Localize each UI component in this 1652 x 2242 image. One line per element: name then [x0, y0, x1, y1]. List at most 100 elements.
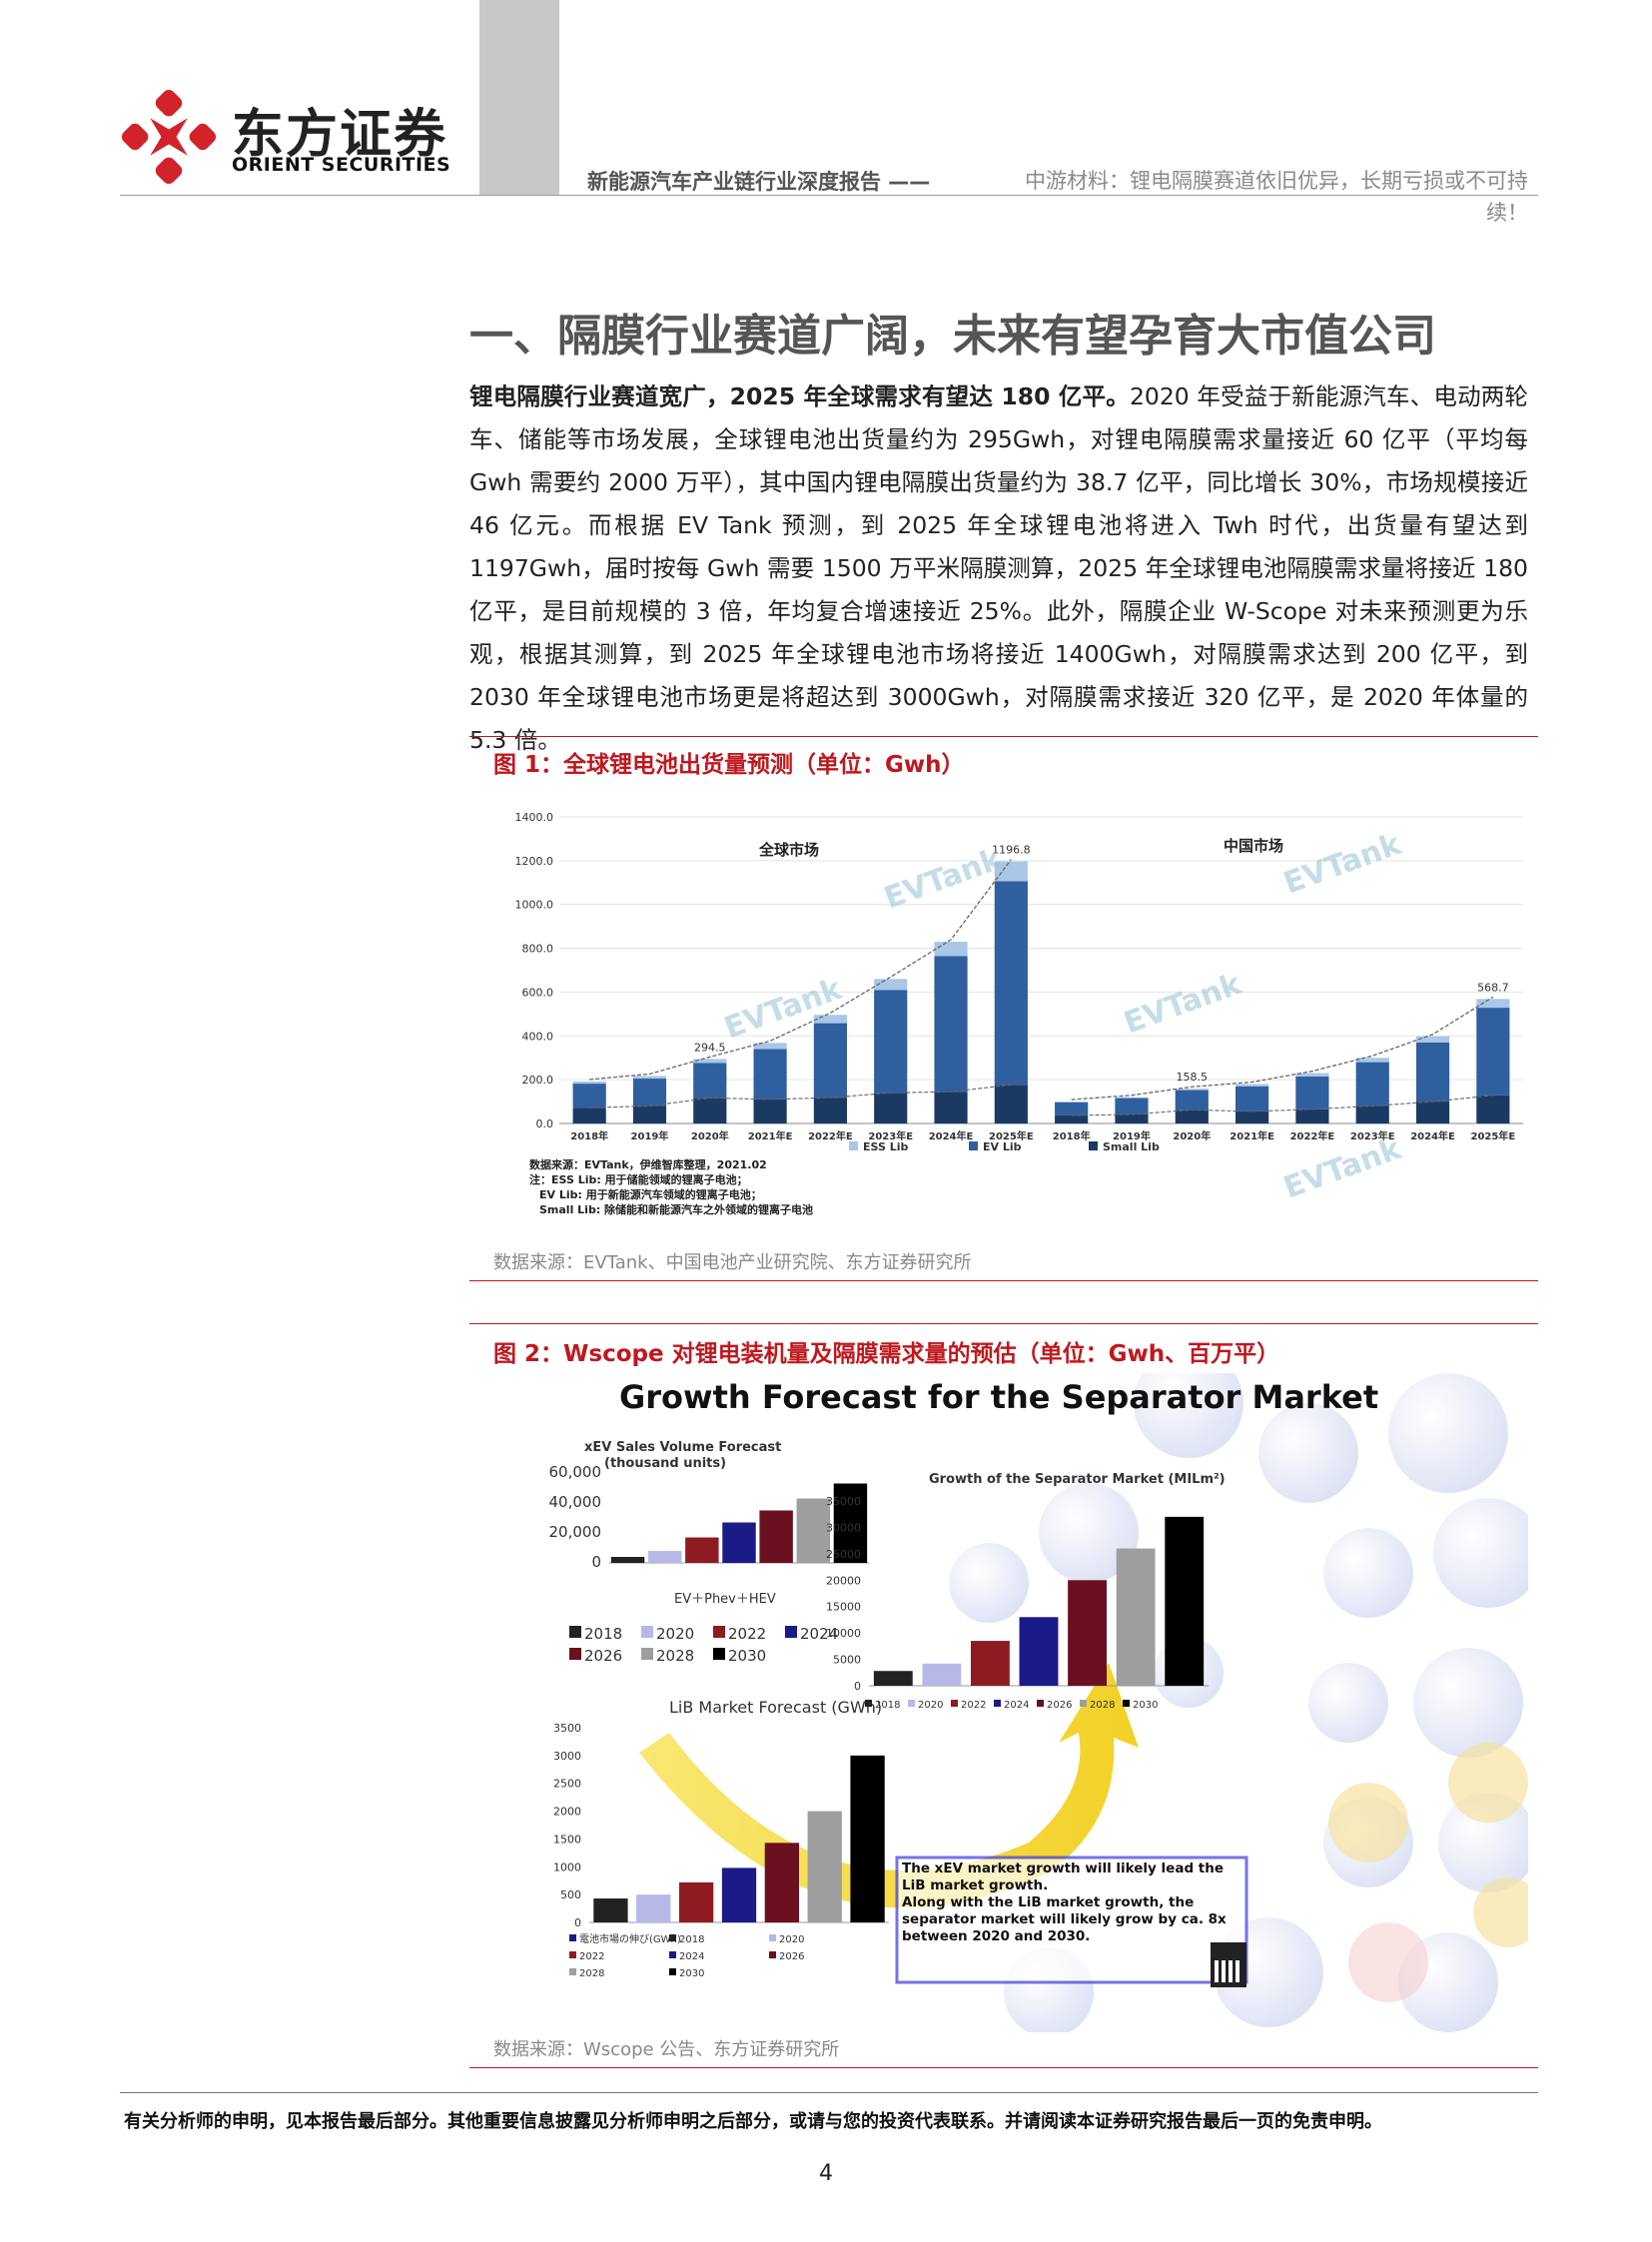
xev-x-label: EV＋Phev＋HEV	[674, 1592, 776, 1607]
bar-segment	[632, 1079, 667, 1107]
bar	[807, 1811, 842, 1922]
bar-segment	[1415, 1042, 1450, 1103]
bar-segment	[1055, 1102, 1089, 1103]
data-label: 1196.8	[992, 844, 1031, 857]
legend-label: 2020	[656, 1625, 694, 1643]
section-title: 一、隔膜行业赛道广阔，未来有望孕育大市值公司	[469, 311, 1436, 362]
legend-label: 2018	[679, 1934, 704, 1945]
bar-segment	[1175, 1090, 1209, 1111]
figure2-top-rule	[469, 1323, 1538, 1324]
bar-segment	[1236, 1086, 1269, 1112]
y-tick-label: 15000	[826, 1601, 861, 1614]
bar-segment	[753, 1043, 787, 1050]
x-tick-label: 2018年	[570, 1129, 608, 1142]
legend-swatch	[669, 1968, 676, 1975]
legend-label: 2028	[656, 1647, 694, 1665]
x-tick-label: 2024年E	[929, 1129, 974, 1142]
bar-segment	[753, 1049, 787, 1100]
footer-disclaimer: 有关分析师的申明，见本报告最后部分。其他重要信息披露见分析师申明之后部分，或请与…	[124, 2111, 1382, 2132]
trend-line	[1071, 996, 1494, 1101]
watermark-evtank: EVTank	[1279, 827, 1406, 902]
bar-segment	[1295, 1073, 1329, 1077]
legend-label: ESS Lib	[863, 1140, 908, 1153]
legend-label: 電池市場の伸び(GWh)	[579, 1932, 681, 1945]
legend-swatch	[994, 1700, 1001, 1707]
legend-swatch	[569, 1934, 576, 1941]
report-series-title: 新能源汽车产业链行业深度报告 ——	[587, 170, 931, 194]
body-paragraph: 锂电隔膜行业赛道宽广，2025 年全球需求有望达 180 亿平。2020 年受益…	[469, 375, 1528, 762]
bar-segment	[572, 1084, 606, 1109]
bar-segment	[1476, 1095, 1510, 1123]
x-tick-label: 2021年E	[748, 1129, 793, 1142]
figure1-chart: 0.0 200.0 400.0 600.0 800.0 1000.0 1200.0 1400.…	[489, 799, 1528, 1238]
y-tick-label: 0	[574, 1916, 581, 1929]
logo-english-name: ORIENT SECURITIES	[232, 154, 451, 176]
background-bubble	[1323, 1528, 1413, 1618]
bar-segment	[813, 1015, 847, 1024]
figure1-top-rule	[469, 736, 1538, 737]
y-tick-label: 0	[854, 1680, 861, 1693]
figure1-source: 数据来源：EVTank、中国电池产业研究院、东方证券研究所	[493, 1252, 972, 1273]
legend-swatch	[1080, 1700, 1087, 1707]
x-tick-label: 2025年E	[1471, 1129, 1516, 1142]
y-tick-label: 3000	[553, 1750, 581, 1763]
y-tick-label: 1000.0	[515, 899, 554, 912]
bar-segment	[1295, 1076, 1329, 1110]
bar-segment	[1055, 1102, 1089, 1116]
legend-swatch	[1037, 1700, 1044, 1707]
legend-label: 2020	[918, 1700, 943, 1711]
bar-segment	[813, 1023, 847, 1099]
background-bubble	[1448, 1743, 1528, 1823]
callout-line-2: Along with the LiB market growth, the se…	[902, 1894, 1227, 1944]
bar	[971, 1641, 1010, 1686]
figure2-chart: Growth Forecast for the Separator Market…	[549, 1373, 1528, 2032]
bar-segment	[1055, 1115, 1089, 1123]
background-bubble	[1433, 1498, 1528, 1608]
bar-segment	[1115, 1097, 1149, 1099]
legend-label: 2030	[1133, 1700, 1158, 1711]
legend-label: 2020	[779, 1934, 804, 1945]
legend-swatch	[569, 1951, 576, 1958]
legend-swatch	[1123, 1700, 1130, 1707]
legend-label: 2022	[961, 1700, 986, 1711]
bar	[593, 1898, 628, 1922]
growth-arrow-icon	[639, 1663, 1139, 1908]
bar	[764, 1843, 799, 1922]
bar-segment	[1295, 1109, 1329, 1123]
y-tick-label: 1400.0	[515, 811, 554, 824]
legend-swatch	[969, 1141, 978, 1150]
y-tick-label: 20000	[826, 1574, 861, 1587]
legend-swatch	[713, 1626, 725, 1638]
legend-label: 2018	[875, 1700, 900, 1711]
page-number: 4	[819, 2161, 833, 2186]
lib-chart-title: LiB Market Forecast (GWh)	[669, 1698, 882, 1717]
bar-segment	[632, 1106, 667, 1123]
background-bubble	[1308, 1663, 1388, 1743]
legend-swatch	[641, 1626, 653, 1638]
background-bubble	[1258, 1403, 1358, 1503]
y-tick-label: 5000	[833, 1654, 861, 1667]
legend-label: 2030	[728, 1647, 766, 1665]
bar	[873, 1671, 913, 1686]
header-divider	[120, 195, 1538, 196]
paragraph-text: 2020 年受益于新能源汽车、电动两轮车、储能等市场发展，全球锂电池出货量约为 …	[469, 382, 1528, 754]
legend-swatch	[865, 1700, 872, 1707]
legend-label: 2026	[779, 1951, 804, 1962]
figure2-bottom-rule	[469, 2067, 1538, 2068]
x-tick-label: 2025年E	[989, 1129, 1034, 1142]
y-tick-label: 2000	[553, 1806, 581, 1819]
legend-label: 2028	[579, 1968, 604, 1979]
bar-segment	[994, 1085, 1028, 1123]
legend-label: 2024	[1004, 1700, 1029, 1711]
background-bubble	[1134, 1373, 1243, 1458]
bar-segment	[693, 1063, 727, 1099]
figure2-source: 数据来源：Wscope 公告、东方证券研究所	[493, 2039, 840, 2060]
bar-segment	[572, 1108, 606, 1123]
y-tick-label: 0	[591, 1553, 601, 1571]
bar-segment	[1355, 1058, 1389, 1063]
bar-segment	[1476, 1008, 1510, 1096]
legend-label: 2024	[800, 1625, 838, 1643]
y-tick-label: 10000	[826, 1627, 861, 1640]
bar	[648, 1551, 682, 1563]
bar-segment	[1115, 1115, 1149, 1123]
